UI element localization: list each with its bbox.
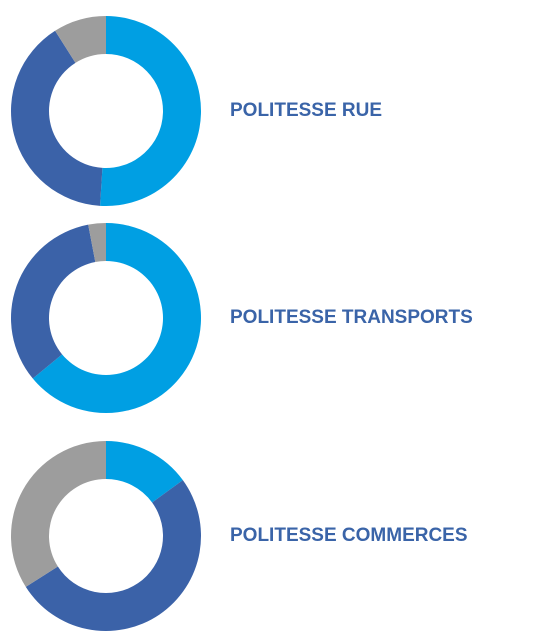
donut-segment bbox=[32, 223, 201, 413]
donut-segment bbox=[88, 223, 106, 263]
chart-label: POLITESSE RUE bbox=[230, 100, 382, 121]
donut-segment bbox=[106, 441, 183, 503]
donut-segment bbox=[25, 480, 201, 631]
donut-segment bbox=[10, 224, 96, 379]
donut-segment bbox=[55, 16, 106, 63]
donut-segment bbox=[10, 30, 103, 206]
donut-segment bbox=[100, 16, 201, 206]
donut-segment bbox=[10, 441, 106, 587]
chart-label: POLITESSE COMMERCES bbox=[230, 525, 468, 546]
chart-label: POLITESSE TRANSPORTS bbox=[230, 307, 473, 328]
